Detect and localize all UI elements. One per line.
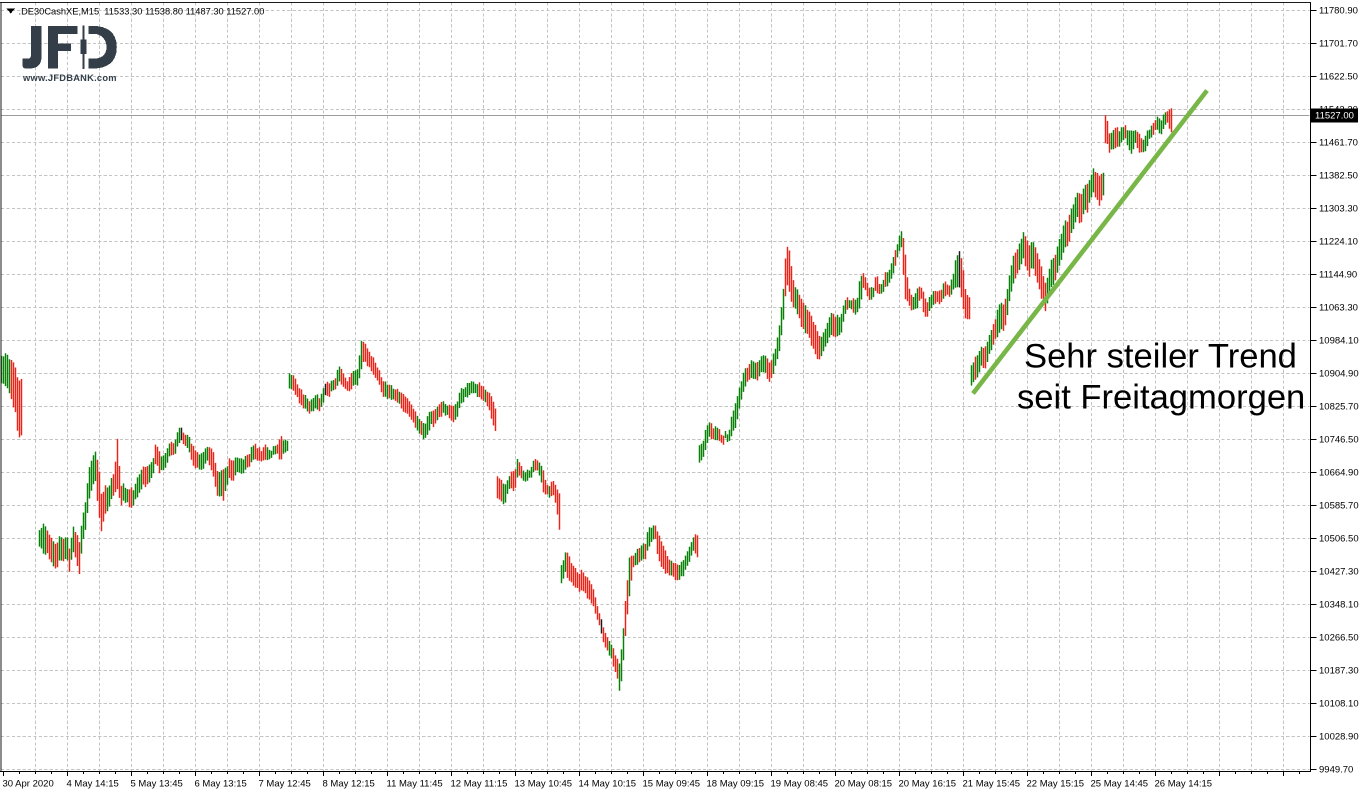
svg-text:11461.70: 11461.70: [1319, 138, 1358, 149]
svg-text:10348.10: 10348.10: [1319, 600, 1359, 611]
svg-text:21 May 15:45: 21 May 15:45: [963, 779, 1021, 790]
svg-text:10266.50: 10266.50: [1319, 633, 1359, 644]
svg-text:11527.00: 11527.00: [1315, 111, 1354, 122]
svg-text:11303.30: 11303.30: [1319, 204, 1358, 215]
svg-text:seit Freitagmorgen: seit Freitagmorgen: [1017, 379, 1305, 417]
svg-text:.DE30CashXE,M15 11533.30 1153: .DE30CashXE,M15 11533.30 11538.80 11487.…: [19, 7, 265, 17]
svg-text:10028.90: 10028.90: [1319, 732, 1359, 743]
svg-text:19 May 08:45: 19 May 08:45: [771, 779, 829, 790]
svg-text:18 May 09:15: 18 May 09:15: [707, 779, 765, 790]
svg-text:11063.30: 11063.30: [1319, 303, 1358, 314]
svg-text:10506.50: 10506.50: [1319, 534, 1359, 545]
svg-text:13 May 10:45: 13 May 10:45: [515, 779, 573, 790]
svg-text:11 May 11:45: 11 May 11:45: [387, 779, 443, 790]
svg-text:11144.90: 11144.90: [1319, 270, 1357, 281]
svg-text:10984.10: 10984.10: [1319, 336, 1359, 347]
svg-text:11382.50: 11382.50: [1319, 171, 1358, 182]
svg-text:10664.90: 10664.90: [1319, 468, 1359, 479]
svg-text:10187.30: 10187.30: [1319, 666, 1359, 677]
svg-text:20 May 16:15: 20 May 16:15: [899, 779, 957, 790]
svg-text:25 May 14:45: 25 May 14:45: [1091, 779, 1149, 790]
svg-text:7 May 12:45: 7 May 12:45: [259, 779, 311, 790]
svg-text:10108.10: 10108.10: [1319, 699, 1359, 710]
svg-text:Sehr steiler Trend: Sehr steiler Trend: [1024, 338, 1297, 376]
svg-text:11701.70: 11701.70: [1319, 39, 1358, 50]
svg-text:9949.70: 9949.70: [1319, 765, 1353, 776]
svg-text:15 May 09:45: 15 May 09:45: [643, 779, 701, 790]
svg-text:22 May 15:15: 22 May 15:15: [1027, 779, 1085, 790]
svg-text:10904.90: 10904.90: [1319, 369, 1359, 380]
svg-text:10746.50: 10746.50: [1319, 435, 1359, 446]
svg-text:20 May 08:15: 20 May 08:15: [835, 779, 893, 790]
svg-text:8 May 12:15: 8 May 12:15: [323, 779, 375, 790]
svg-text:11622.50: 11622.50: [1319, 72, 1358, 83]
svg-text:30 Apr 2020: 30 Apr 2020: [3, 779, 54, 790]
svg-text:10427.30: 10427.30: [1319, 567, 1359, 578]
svg-text:10585.70: 10585.70: [1319, 501, 1359, 512]
svg-text:10825.70: 10825.70: [1319, 402, 1359, 413]
svg-text:www.JFDBANK.com: www.JFDBANK.com: [22, 73, 117, 83]
svg-text:4 May 14:15: 4 May 14:15: [67, 779, 119, 790]
svg-text:11780.90: 11780.90: [1319, 6, 1358, 17]
svg-text:14 May 10:15: 14 May 10:15: [579, 779, 637, 790]
svg-text:6 May 13:15: 6 May 13:15: [195, 779, 247, 790]
svg-text:12 May 11:15: 12 May 11:15: [451, 779, 508, 790]
svg-text:26 May 14:15: 26 May 14:15: [1155, 779, 1213, 790]
svg-text:5 May 13:45: 5 May 13:45: [131, 779, 183, 790]
svg-text:11224.10: 11224.10: [1319, 237, 1358, 248]
